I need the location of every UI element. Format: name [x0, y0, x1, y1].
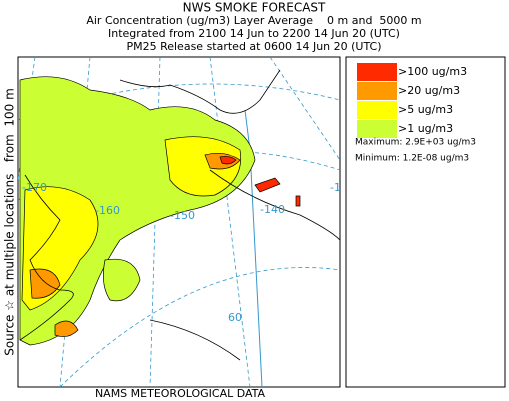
coastline: [19, 69, 340, 361]
footer: NAMS METEOROLOGICAL DATA: [95, 387, 266, 400]
maximum: Maximum: 2.9E+03 ug/m3: [355, 138, 476, 148]
subtitle: PM25 Release started at 0600 14 Jun 20 (…: [126, 40, 381, 53]
side-label: Source ☆ at multiple locations from 100 …: [3, 88, 17, 356]
graticule-label: -140: [260, 203, 285, 216]
legend-swatch: [357, 63, 397, 81]
map: -170 -160 -150 -140 -130 60: [17, 56, 355, 388]
legend: >100 ug/m3 >20 ug/m3 >5 ug/m3 >1 ug/m3 Maxi…: [345, 56, 506, 388]
legend-label: >20 ug/m3: [398, 84, 460, 97]
graticule-label: 60: [228, 311, 242, 324]
graticule-label: -150: [170, 209, 195, 222]
legend-label: >100 ug/m3: [398, 65, 467, 78]
graticule-label: -170: [22, 181, 47, 194]
graticule-labels: -170 -160 -150 -140 -130 60: [22, 181, 355, 324]
plume: [19, 76, 301, 346]
legend-swatch: [357, 120, 397, 138]
subtitle: Integrated from 2100 14 Jun to 2200 14 J…: [108, 27, 400, 40]
title: NWS SMOKE FORECAST: [183, 1, 326, 15]
legend-label: >5 ug/m3: [398, 103, 453, 116]
legend-swatch: [357, 101, 397, 119]
legend-label: >1 ug/m3: [398, 122, 453, 135]
graticule-label: -160: [95, 204, 120, 217]
graticule-label: -130: [330, 181, 355, 194]
subtitle: Air Concentration (ug/m3) Layer Average …: [86, 14, 421, 27]
legend-swatch: [357, 82, 397, 100]
minimum: Minimum: 1.2E-08 ug/m3: [355, 154, 469, 164]
